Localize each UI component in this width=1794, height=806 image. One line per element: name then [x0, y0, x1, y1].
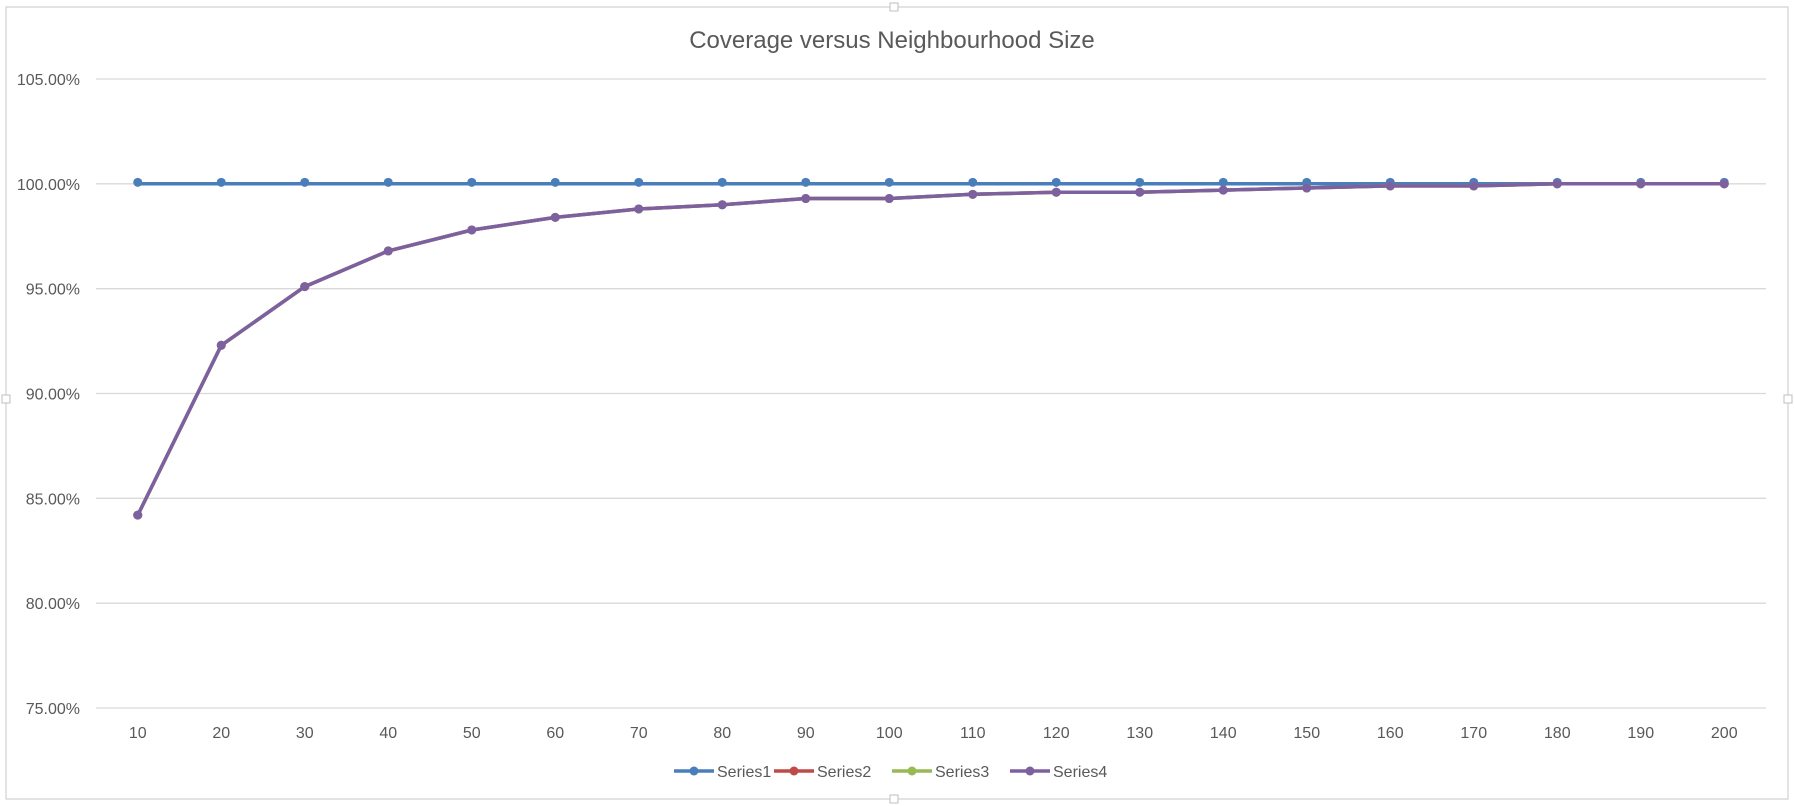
data-point [801, 194, 811, 204]
data-point [300, 282, 310, 292]
data-point [1719, 179, 1729, 189]
y-tick-label: 95.00% [26, 282, 80, 299]
data-point [300, 177, 310, 187]
x-axis-ticks: 10 20 30 40 50 60 70 80 90 100 110 120 130 140 150 160 1… [129, 725, 1738, 742]
legend-marker [1025, 766, 1035, 776]
legend-item: Series3 [892, 764, 989, 781]
data-point [1135, 187, 1145, 197]
legend: Series1 Series2 Series3 Series4 [674, 764, 1107, 781]
x-tick-label: 50 [463, 725, 481, 742]
legend-marker [689, 766, 699, 776]
data-point [884, 177, 894, 187]
series-line [136, 182, 1727, 517]
data-point [634, 177, 644, 187]
data-point [1302, 183, 1312, 193]
y-tick-label: 80.00% [26, 596, 80, 613]
series-line [136, 182, 1727, 517]
data-point [1051, 187, 1061, 197]
legend-item: Series1 [674, 764, 771, 781]
x-tick-label: 70 [630, 725, 648, 742]
data-point [1636, 179, 1646, 189]
data-point [216, 340, 226, 350]
x-tick-label: 150 [1293, 725, 1320, 742]
data-point [550, 177, 560, 187]
x-tick-label: 190 [1627, 725, 1654, 742]
y-tick-label: 75.00% [26, 701, 80, 718]
resize-handle-top[interactable] [889, 2, 899, 12]
x-tick-label: 10 [129, 725, 147, 742]
legend-marker [907, 766, 917, 776]
legend-label: Series2 [817, 764, 871, 781]
x-tick-label: 160 [1377, 725, 1404, 742]
x-tick-label: 130 [1126, 725, 1153, 742]
data-point [1469, 181, 1479, 191]
gridlines [96, 78, 1766, 709]
x-tick-label: 110 [960, 725, 986, 742]
data-point [467, 177, 477, 187]
y-tick-label: 105.00% [17, 72, 80, 89]
x-tick-label: 40 [379, 725, 397, 742]
data-point [133, 177, 143, 187]
data-point [1051, 177, 1061, 187]
legend-label: Series3 [935, 764, 989, 781]
data-point [1552, 179, 1562, 189]
y-tick-label: 90.00% [26, 387, 80, 404]
x-tick-label: 100 [876, 725, 903, 742]
series-series3 [133, 179, 1729, 520]
series-series4 [133, 179, 1729, 520]
y-tick-label: 85.00% [26, 491, 80, 508]
resize-handle-left[interactable] [1, 394, 11, 404]
data-point [1218, 185, 1228, 195]
x-tick-label: 120 [1043, 725, 1070, 742]
x-tick-label: 140 [1210, 725, 1237, 742]
data-point [550, 212, 560, 222]
data-point [634, 204, 644, 214]
x-tick-label: 30 [296, 725, 314, 742]
legend-label: Series4 [1053, 764, 1107, 781]
x-tick-label: 170 [1460, 725, 1487, 742]
chart-title: Coverage versus Neighbourhood Size [689, 27, 1095, 54]
data-point [383, 177, 393, 187]
data-point [216, 177, 226, 187]
x-tick-label: 80 [713, 725, 731, 742]
series-layer [133, 177, 1729, 520]
y-tick-label: 100.00% [17, 177, 80, 194]
data-point [884, 194, 894, 204]
resize-handle-right[interactable] [1783, 394, 1793, 404]
x-tick-label: 20 [212, 725, 230, 742]
legend-item: Series4 [1010, 764, 1107, 781]
data-point [717, 200, 727, 210]
x-tick-label: 200 [1711, 725, 1738, 742]
series-series2 [133, 179, 1729, 520]
legend-marker [789, 766, 799, 776]
data-point [1135, 177, 1145, 187]
data-point [133, 510, 143, 520]
data-point [1385, 181, 1395, 191]
x-tick-label: 60 [546, 725, 564, 742]
legend-label: Series1 [717, 764, 771, 781]
legend-item: Series2 [774, 764, 871, 781]
data-point [383, 246, 393, 256]
x-tick-label: 180 [1544, 725, 1571, 742]
chart-frame [5, 6, 1789, 800]
resize-handle-bottom[interactable] [889, 794, 899, 804]
data-point [717, 177, 727, 187]
data-point [801, 177, 811, 187]
data-point [968, 189, 978, 199]
series-line [136, 182, 1727, 517]
x-tick-label: 90 [797, 725, 815, 742]
data-point [968, 177, 978, 187]
y-axis-ticks: 75.00% 80.00% 85.00% 90.00% 95.00% 100.00% 105… [17, 72, 80, 718]
data-point [1218, 177, 1228, 187]
data-point [467, 225, 477, 235]
